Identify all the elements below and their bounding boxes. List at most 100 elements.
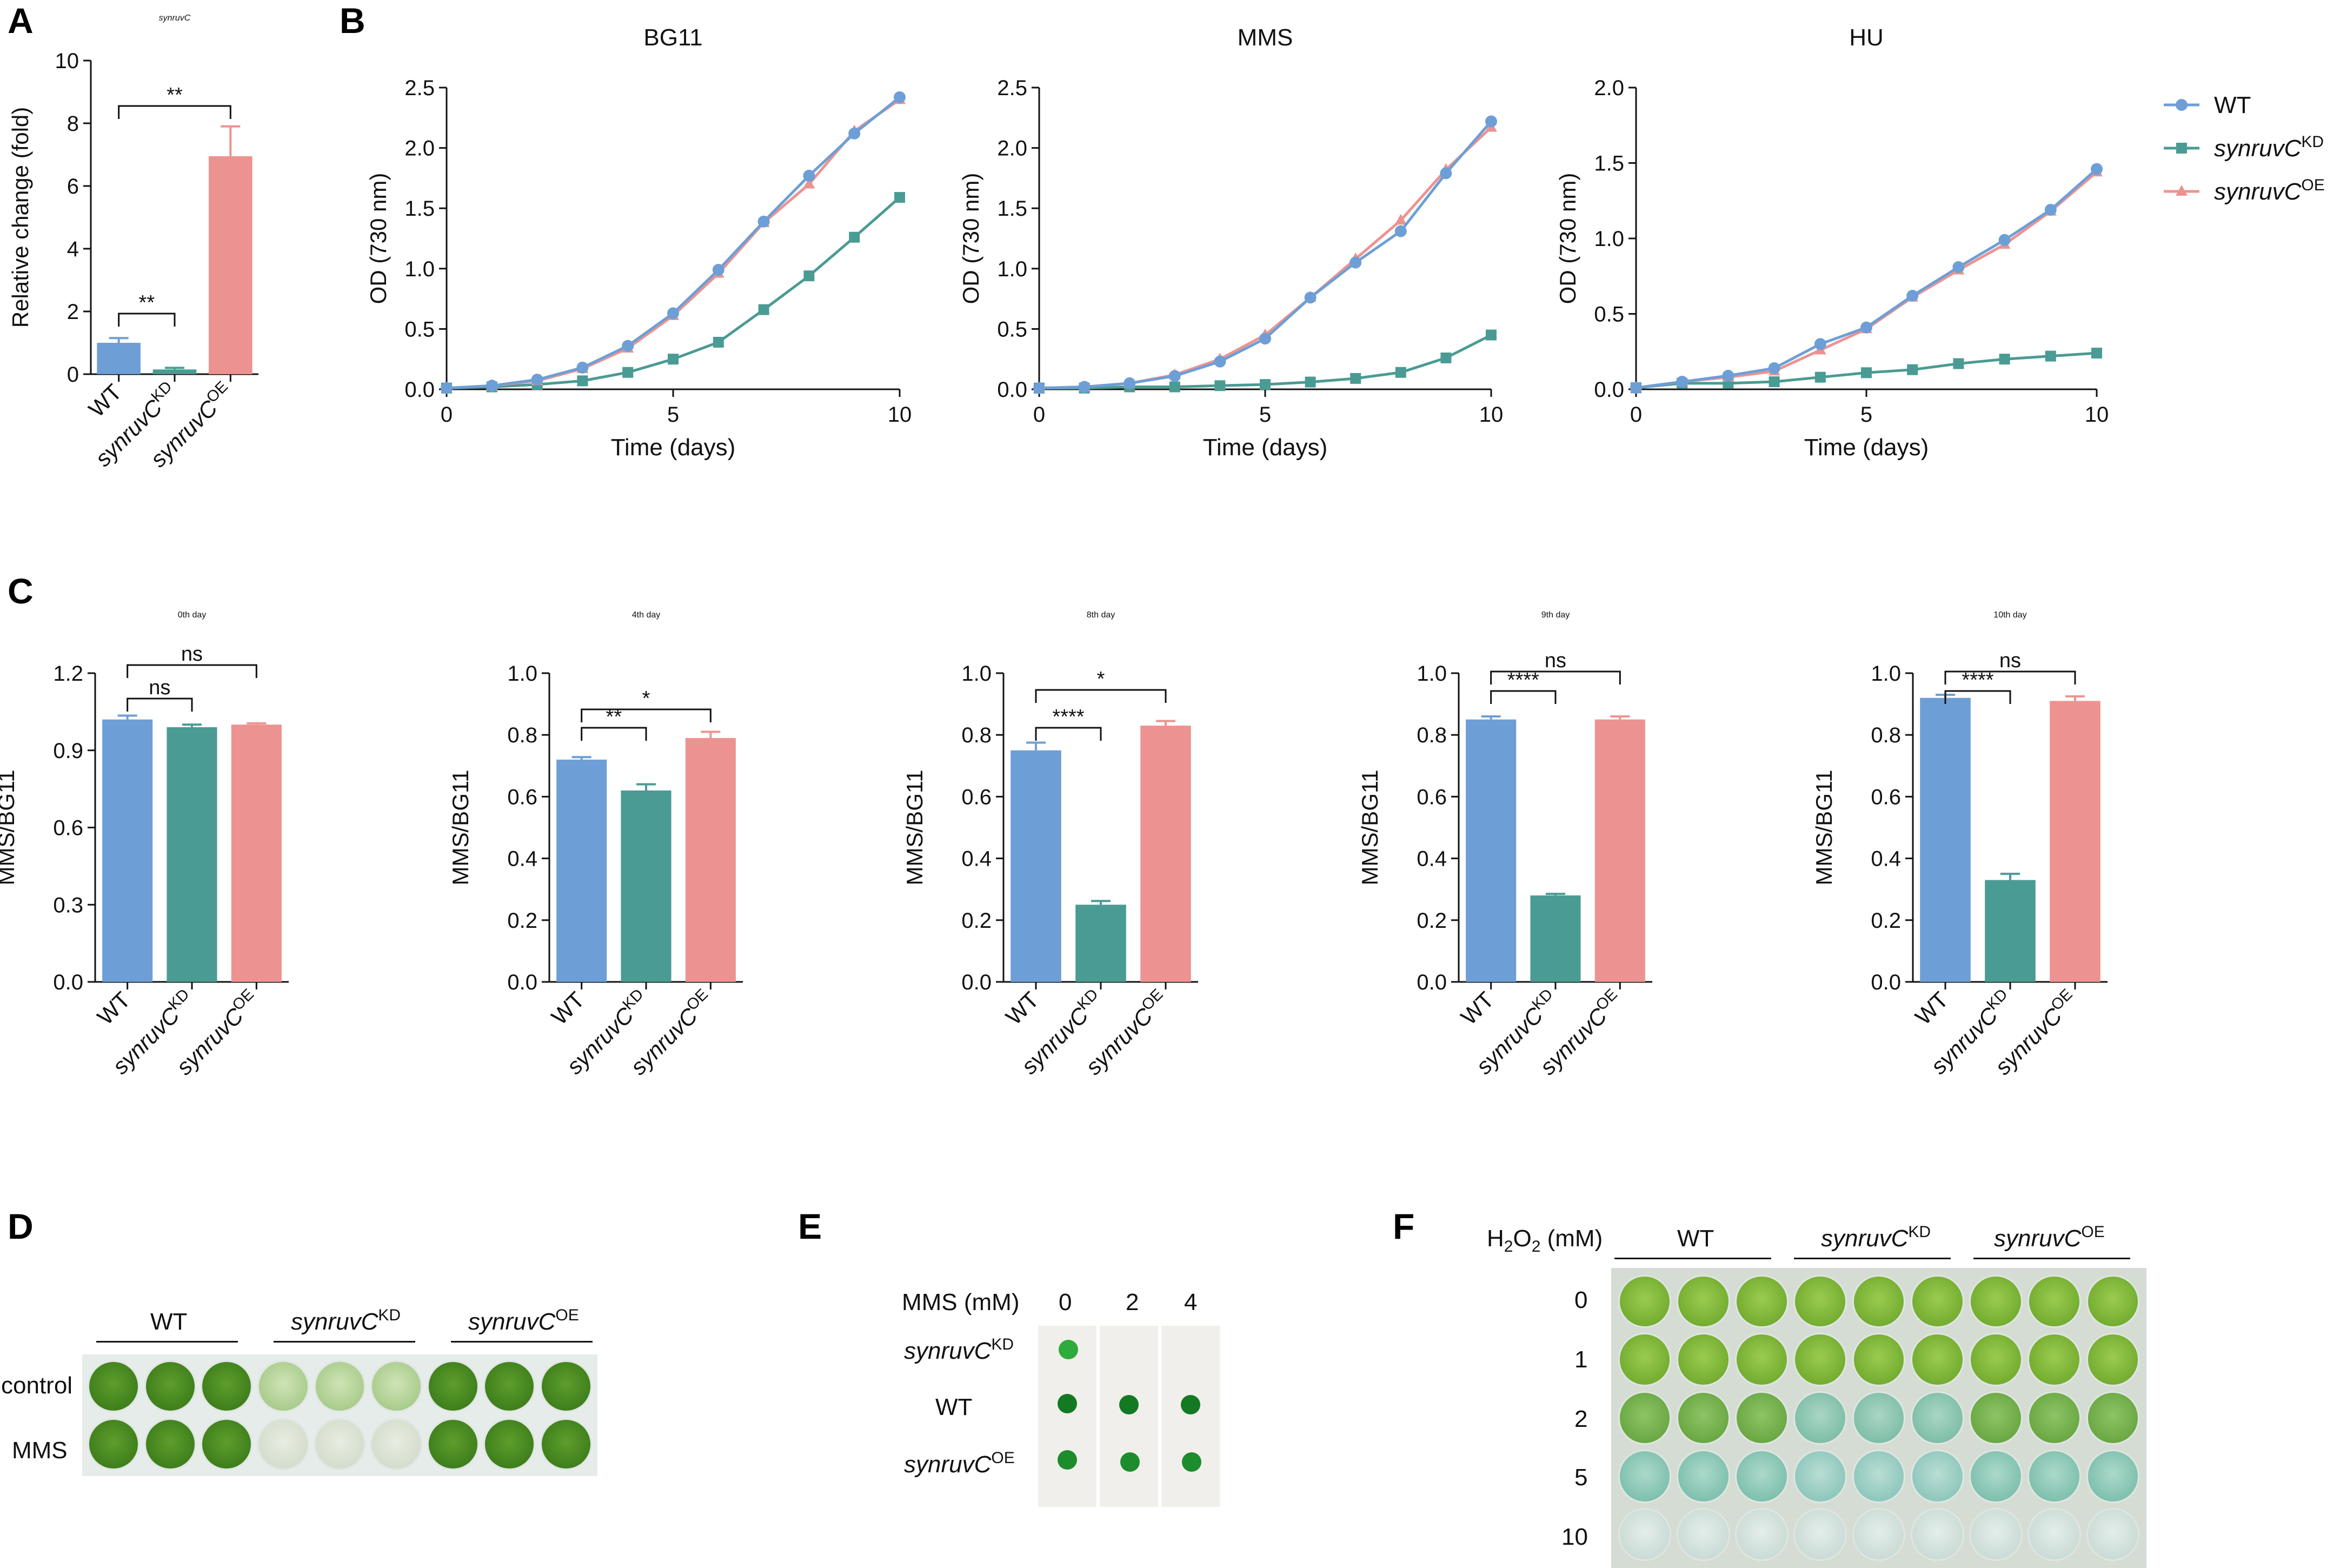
chart-a-ytick-label-1: 2 xyxy=(67,300,79,324)
chart-b-3-ytick-label-1: 0.5 xyxy=(1594,303,1624,327)
chart-c-5-ytick-label-4: 0.8 xyxy=(1871,723,1901,747)
chart-b-3-series-1-point-9 xyxy=(2045,350,2056,362)
chart-a-bar-0 xyxy=(97,343,141,374)
plate-d-well-r0-c3 xyxy=(258,1362,308,1411)
chart-c-1-category-0: WT xyxy=(92,987,135,1029)
chart-a-sig-1-label: ** xyxy=(167,84,183,107)
plate-f-well-r2-c7 xyxy=(2029,1393,2080,1443)
chart-b-3-xtick-label-0: 0 xyxy=(1630,403,1642,427)
chart-c-2-bar-1 xyxy=(621,790,672,982)
plate-f-well-r4-c8 xyxy=(2088,1509,2138,1560)
chart-b-3-series-1-point-6 xyxy=(1907,364,1918,375)
legend-wt: WT xyxy=(2214,92,2251,118)
chart-b-3-series-0-line xyxy=(1636,168,2098,389)
spot-e-row-kd: synruvCKD xyxy=(904,1336,1014,1364)
panel-label-b: B xyxy=(340,1,365,41)
plate-f-well-r3-c1 xyxy=(1678,1451,1729,1501)
chart-c-4-sig-0-label: **** xyxy=(1507,669,1539,692)
chart-c-5-bar-2 xyxy=(2050,701,2100,982)
chart-c-5-sig-0-bracket xyxy=(1944,690,2011,704)
plate-f-well-r2-c2 xyxy=(1737,1393,1787,1443)
chart-b-1-series-0-point-4 xyxy=(622,340,634,352)
chart-b-2-ylabel: OD (730 nm) xyxy=(958,173,983,304)
panel-label-d: D xyxy=(8,1206,34,1246)
legend-kd-marker xyxy=(2176,143,2187,154)
plate-f-well-r1-c4 xyxy=(1853,1334,1904,1385)
plate-d-well-r1-c8 xyxy=(541,1419,590,1469)
plate-f-well-r4-c3 xyxy=(1795,1509,1846,1560)
chart-b-1-series-0-point-2 xyxy=(531,374,543,386)
chart-c-4-title: 9th day xyxy=(1541,610,1570,620)
plate-d-well-r1-c4 xyxy=(315,1419,364,1469)
chart-c-5-ytick-label-3: 0.6 xyxy=(1871,785,1901,809)
plate-f-well-r0-c3 xyxy=(1795,1276,1846,1327)
chart-b-2-series-1-point-8 xyxy=(1395,367,1406,378)
plate-f-well-r3-c8 xyxy=(2088,1451,2138,1501)
chart-b-2-series-1-point-9 xyxy=(1440,352,1452,363)
plate-f-well-r4-c7 xyxy=(2029,1509,2080,1560)
chart-b-3-series-1-point-10 xyxy=(2091,348,2102,359)
chart-b-2-series-1-point-4 xyxy=(1214,380,1226,391)
plate-f-well-r2-c8 xyxy=(2088,1393,2138,1443)
spot-e-header: MMS (mM) xyxy=(902,1289,1020,1315)
chart-b-1-series-1-point-10 xyxy=(894,192,905,203)
chart-b-2-series-0-point-0 xyxy=(1033,382,1045,394)
chart-c-1-sig-0-bracket xyxy=(127,697,193,712)
chart-b-1-ytick-label-4: 2.0 xyxy=(404,137,435,161)
spot-e-conc-4: 4 xyxy=(1184,1289,1198,1315)
chart-c-2-ytick-label-1: 0.2 xyxy=(507,909,537,933)
chart-b-3-xlabel: Time (days) xyxy=(1804,434,1929,461)
plate-f-underline-kd xyxy=(1794,1258,1951,1259)
spot-e-wt-4 xyxy=(1181,1395,1200,1414)
chart-b-3-series-2-line xyxy=(1636,171,2098,389)
plate-f-well-r3-c6 xyxy=(1971,1451,2021,1501)
chart-c-2-bar-2 xyxy=(685,738,736,982)
plate-f-row-5: 5 xyxy=(1574,1464,1588,1491)
plate-f-well-r0-c1 xyxy=(1678,1276,1729,1327)
plate-f-well-r0-c0 xyxy=(1619,1276,1670,1327)
chart-c-1-ytick-label-0: 0.0 xyxy=(53,971,83,994)
chart-b-2-xtick-label-2: 10 xyxy=(1479,403,1504,427)
chart-a-sig-1-bracket xyxy=(118,105,231,119)
plate-d-photo xyxy=(82,1354,597,1476)
chart-b-1-series-0-point-10 xyxy=(894,91,906,103)
chart-c-3-ytick-label-1: 0.2 xyxy=(961,909,992,933)
chart-a-bar-2 xyxy=(209,156,252,374)
chart-c-5-ytick-label-5: 1.0 xyxy=(1871,662,1901,686)
plate-f-header: H2O2 (mM) xyxy=(1487,1225,1603,1255)
chart-c-3-sig-0-bracket xyxy=(1035,727,1102,741)
plate-d-well-r0-c4 xyxy=(315,1362,364,1411)
chart-b-3-ytick-label-2: 1.0 xyxy=(1594,227,1624,251)
chart-c-5-sig-1-bracket xyxy=(1944,670,2076,685)
chart-c-4-ytick-label-3: 0.6 xyxy=(1417,785,1447,809)
chart-b-3-series-1-point-4 xyxy=(1814,371,1826,383)
chart-c-2-sig-1-bracket xyxy=(581,708,712,722)
plate-f-well-r1-c6 xyxy=(1971,1334,2021,1385)
chart-c-1-ylabel: MMS/BG11 xyxy=(0,770,19,886)
plate-d-well-r1-c7 xyxy=(485,1419,534,1469)
chart-b-1-series-1-point-3 xyxy=(577,375,588,387)
chart-b-1-ytick-label-3: 1.5 xyxy=(404,197,435,221)
chart-a-ytick-label-5: 10 xyxy=(55,49,79,73)
chart-b-3-ylabel: OD (730 nm) xyxy=(1555,173,1580,304)
chart-c-3-ytick-label-4: 0.8 xyxy=(961,723,992,747)
chart-c-2-sig-1-label: * xyxy=(642,687,650,710)
plate-f-well-r4-c1 xyxy=(1678,1509,1729,1560)
chart-b-2-series-0-point-8 xyxy=(1394,225,1407,237)
chart-b-2-title: MMS xyxy=(1238,24,1293,51)
plate-d-well-r0-c0 xyxy=(89,1362,138,1411)
plate-f-well-r3-c0 xyxy=(1619,1451,1670,1501)
chart-b-3-series-0-point-2 xyxy=(1722,369,1734,382)
chart-c-5-ylabel: MMS/BG11 xyxy=(1811,770,1837,886)
plate-f-well-r2-c0 xyxy=(1619,1393,1670,1443)
chart-c-3-sig-0-label: **** xyxy=(1052,706,1084,728)
chart-b-3-series-0-point-10 xyxy=(2091,163,2103,175)
chart-c-2-ytick-label-4: 0.8 xyxy=(507,723,537,747)
chart-c-5-category-0: WT xyxy=(1910,987,1953,1029)
chart-b-3-series-0-point-7 xyxy=(1952,261,1965,274)
chart-b-3-series-0-point-0 xyxy=(1630,382,1642,394)
chart-c-3-ytick-label-5: 1.0 xyxy=(961,662,992,686)
chart-b-3-xtick-label-1: 5 xyxy=(1860,403,1872,427)
plate-f-well-r1-c8 xyxy=(2088,1334,2138,1385)
